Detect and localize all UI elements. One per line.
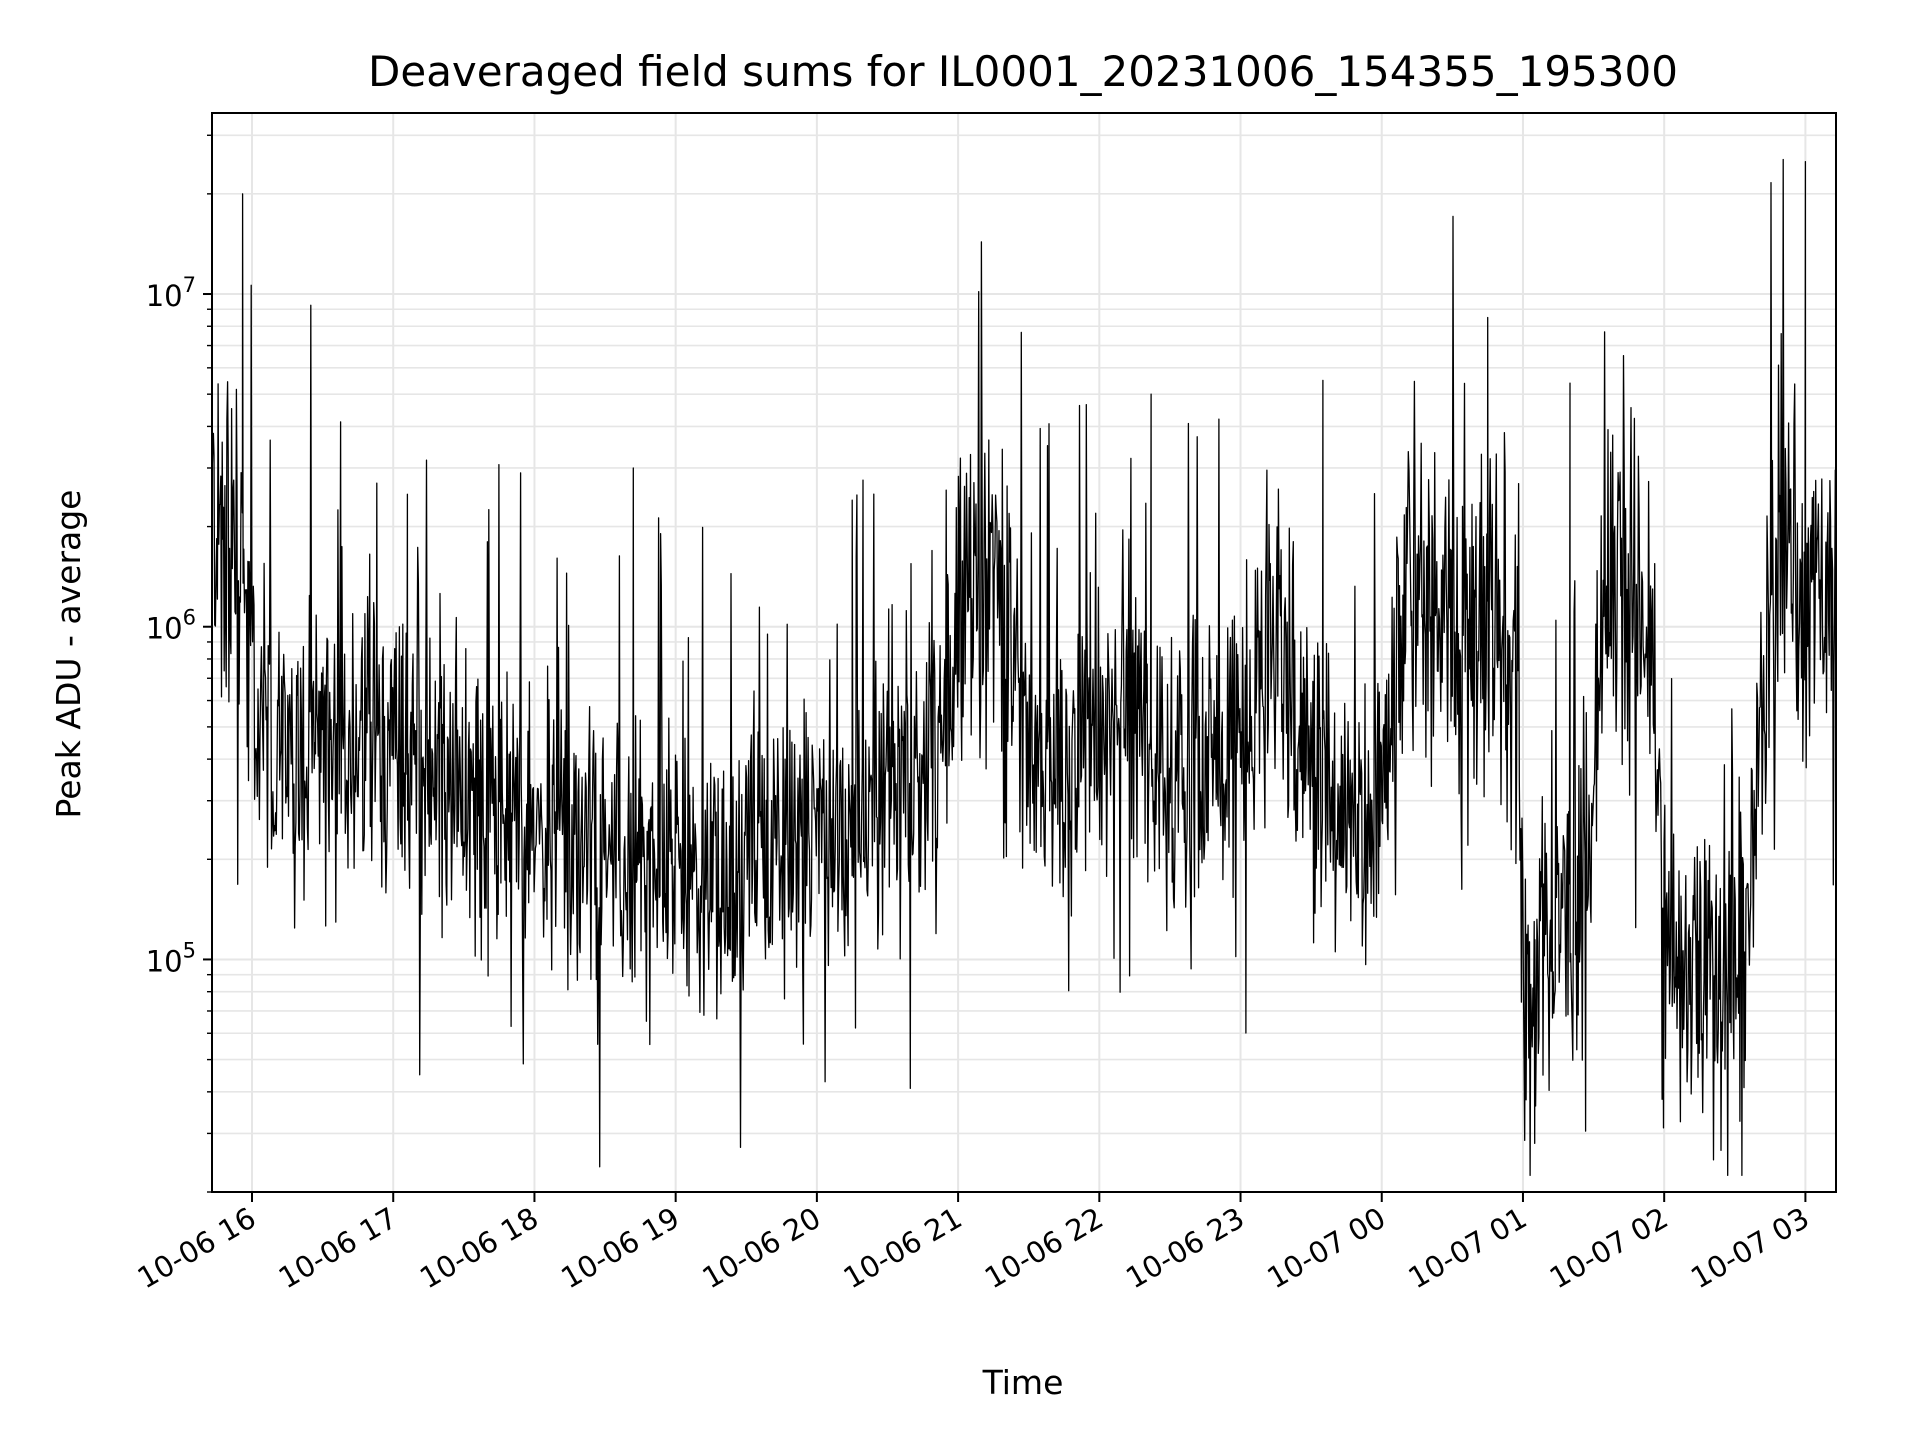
series-line: [211, 158, 1837, 1177]
y-tick-label: 107: [146, 273, 196, 313]
y-tick-label: 106: [146, 606, 196, 646]
y-tick-label: 105: [146, 938, 196, 978]
grid: [212, 113, 1836, 1193]
plot-frame: [211, 112, 1837, 1193]
y-axis-label: Peak ADU - average: [49, 490, 88, 819]
chart-title: Deaveraged field sums for IL0001_2023100…: [368, 47, 1678, 96]
x-axis-label: Time: [982, 1363, 1064, 1402]
data-layer: [211, 158, 1837, 1177]
